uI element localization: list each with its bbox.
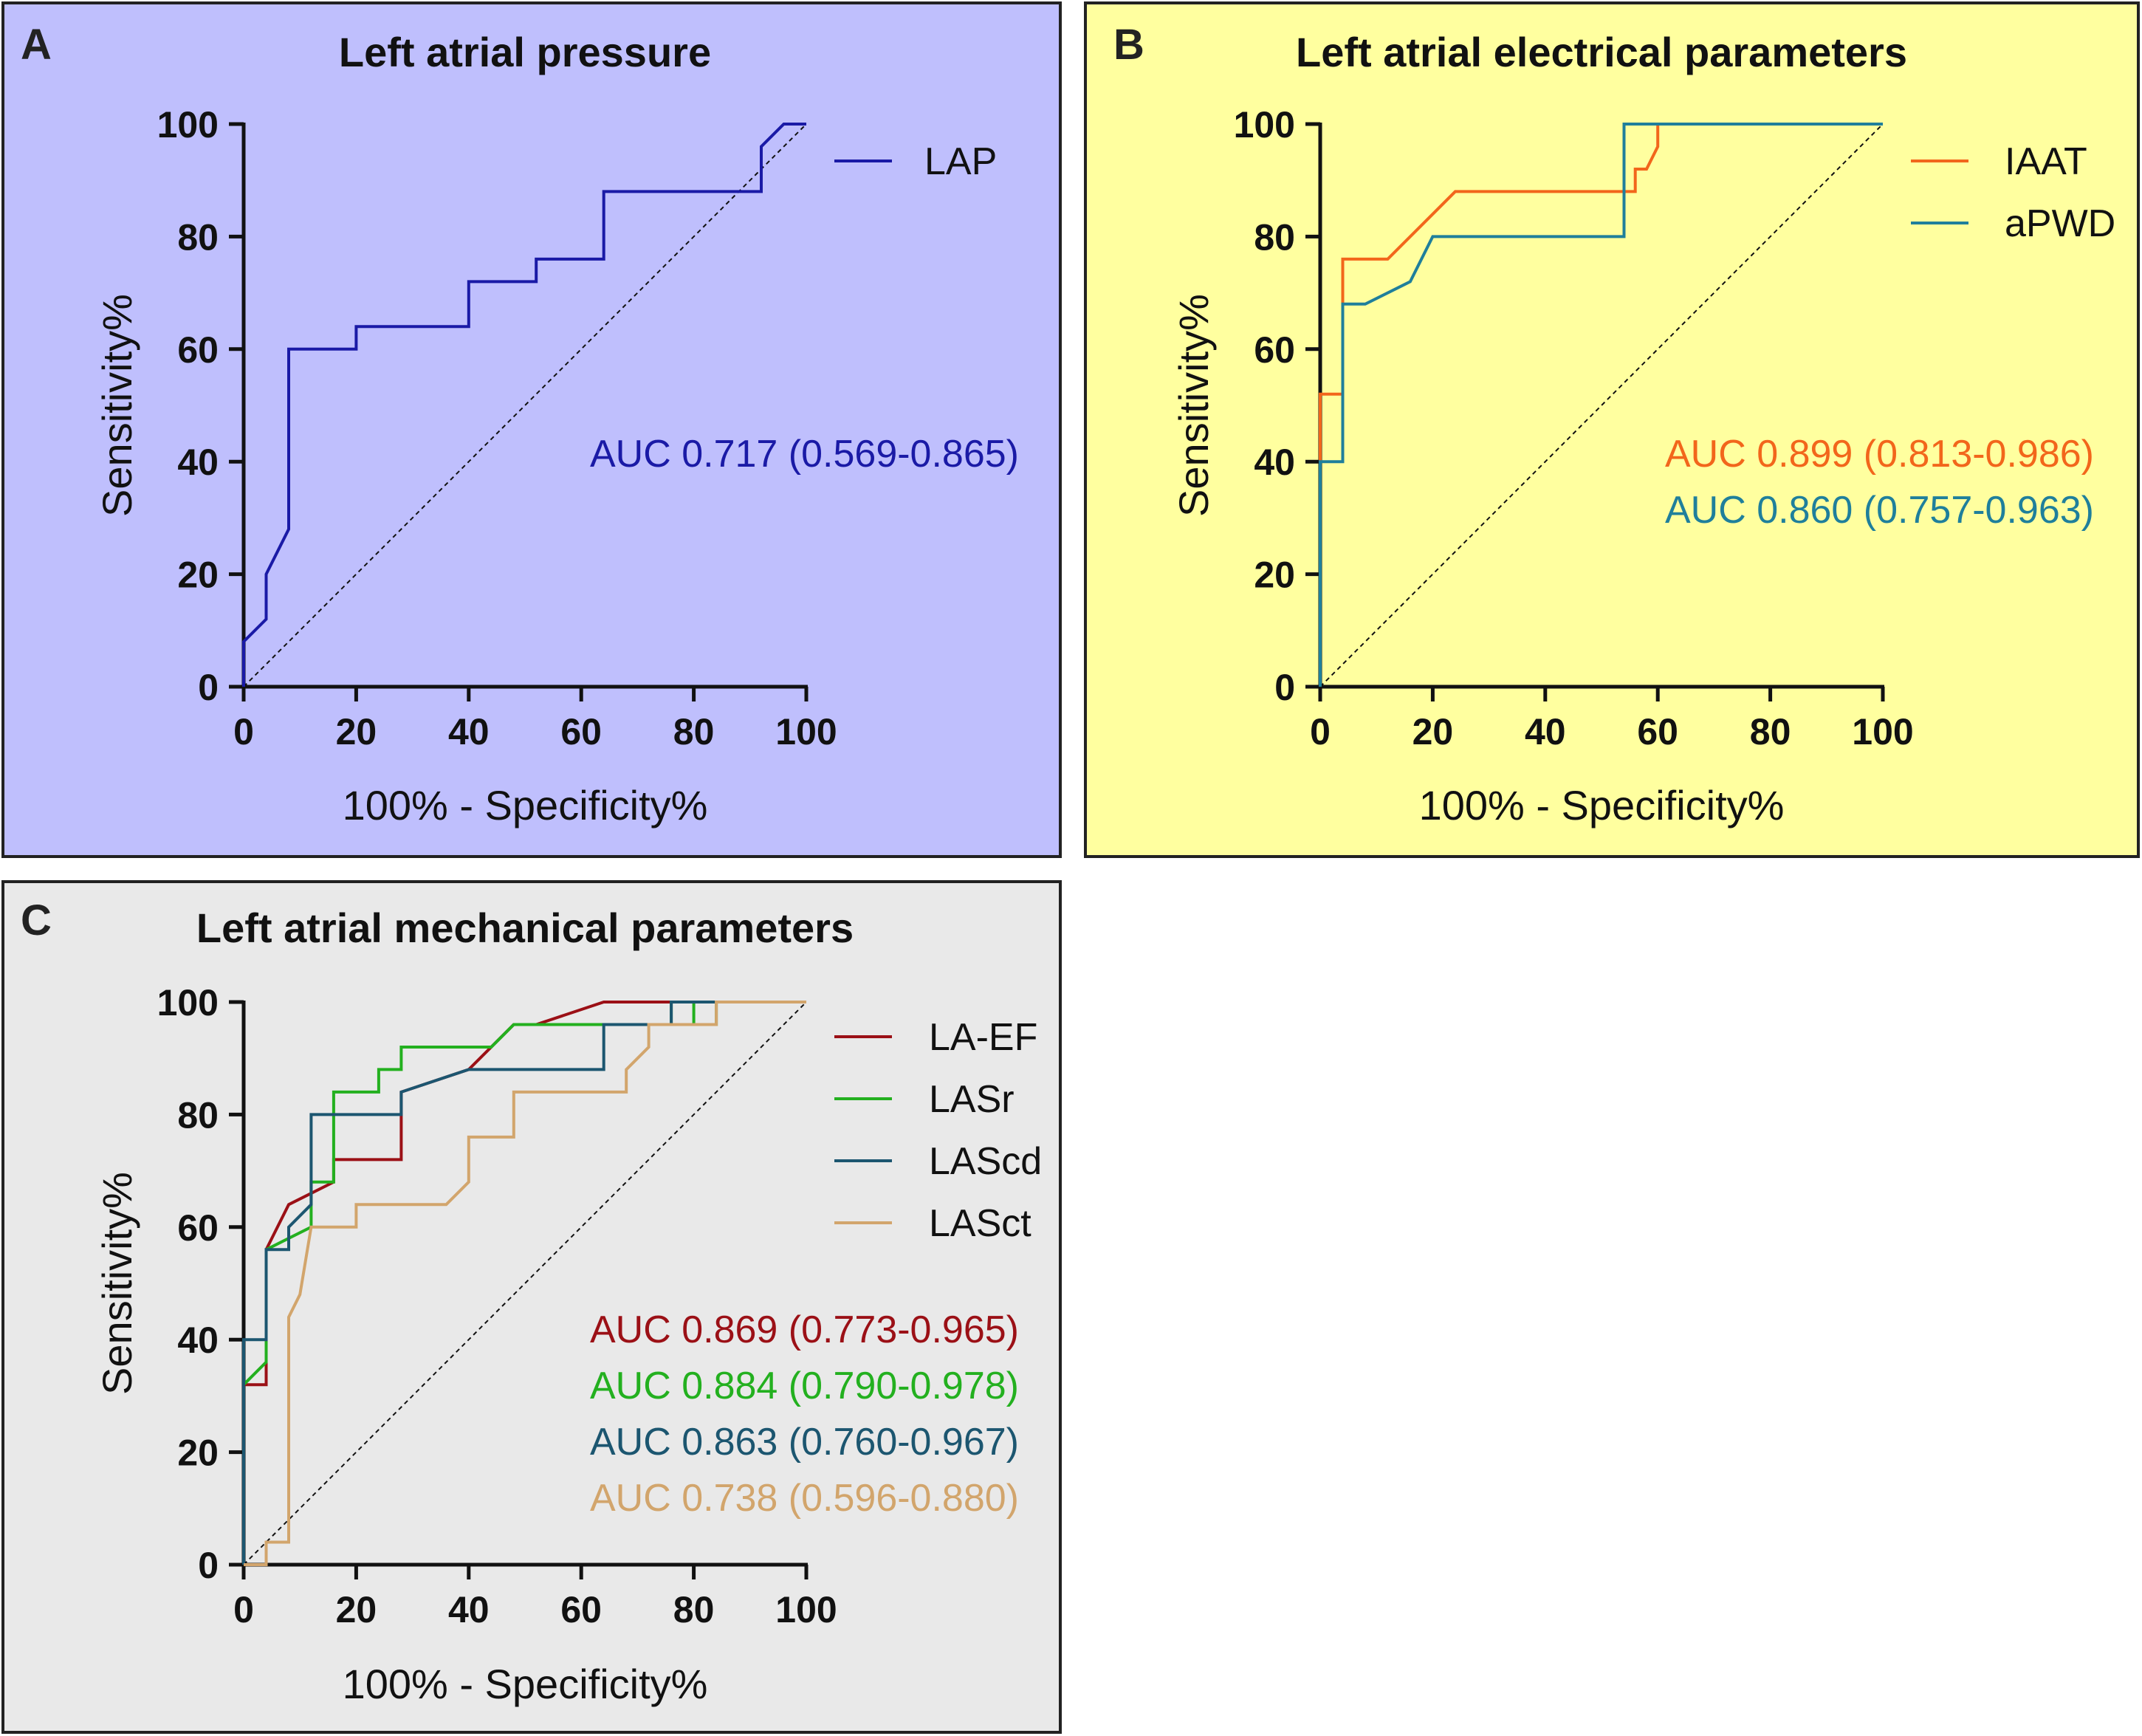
y-tick-label: 20: [177, 555, 219, 596]
y-tick-label: 40: [177, 442, 219, 483]
y-tick-label: 80: [1254, 216, 1295, 258]
y-tick-label: 100: [1234, 104, 1295, 145]
x-axis-label: 100% - Specificity%: [343, 1661, 708, 1707]
y-axis-label: Sensitivity%: [94, 294, 140, 517]
legend-label: aPWD: [2005, 202, 2115, 245]
x-tick-label: 60: [560, 1589, 602, 1630]
x-tick-label: 40: [448, 1589, 490, 1630]
x-tick-label: 20: [336, 1589, 377, 1630]
chart-title: Left atrial mechanical parameters: [196, 905, 854, 951]
roc-curve-lasct: [244, 1001, 806, 1566]
x-tick-label: 80: [1750, 711, 1791, 752]
roc-curve-lasr: [242, 1001, 806, 1565]
y-tick-label: 40: [177, 1320, 219, 1361]
x-tick-label: 20: [1412, 711, 1454, 752]
legend-label: LA-EF: [929, 1016, 1037, 1059]
x-tick-label: 100: [775, 711, 837, 752]
x-tick-label: 100: [775, 1589, 837, 1630]
roc-curve-lascd: [242, 1001, 806, 1565]
y-tick-label: 60: [177, 1207, 219, 1249]
x-tick-label: 100: [1852, 711, 1913, 752]
panel-a: A Left atrial pressure 0 20 40 60 80 100 0 20 40 60…: [1, 1, 1062, 858]
y-tick-label: 0: [198, 1545, 219, 1586]
panel-letter: C: [21, 896, 52, 944]
panel-c: C Left atrial mechanical parameters 0 20 40 6…: [1, 880, 1062, 1734]
y-tick-label: 100: [157, 982, 219, 1023]
panel-background: [1084, 1, 2140, 858]
panel-letter: A: [21, 21, 52, 69]
reference-diagonal-line: [1319, 123, 1884, 687]
y-tick-label: 60: [177, 329, 219, 371]
y-tick-label: 0: [198, 667, 219, 708]
auc-annotation: AUC 0.738 (0.596-0.880): [590, 1477, 1019, 1520]
chart-title: Left atrial electrical parameters: [1296, 29, 1907, 75]
legend-label: LASr: [929, 1078, 1015, 1121]
x-tick-label: 0: [233, 1589, 254, 1630]
panel-b: B Left atrial electrical parameters 0 20 40 6…: [1084, 1, 2140, 858]
x-tick-label: 0: [1310, 711, 1331, 752]
panel-background: [1, 1, 1062, 858]
legend-label: IAAT: [2005, 140, 2087, 183]
auc-annotation: AUC 0.863 (0.760-0.967): [590, 1421, 1019, 1464]
legend-label: LAScd: [929, 1140, 1042, 1183]
y-tick-label: 100: [157, 104, 219, 145]
x-axis-label: 100% - Specificity%: [343, 782, 708, 828]
legend-label: LAP: [924, 140, 997, 183]
roc-curve-apwd: [1319, 123, 1883, 687]
legend-label: LASct: [929, 1202, 1031, 1245]
auc-annotation: AUC 0.860 (0.757-0.963): [1665, 489, 2094, 532]
x-tick-label: 80: [673, 1589, 715, 1630]
x-tick-label: 80: [673, 711, 715, 752]
y-tick-label: 80: [177, 1094, 219, 1136]
auc-annotation: AUC 0.869 (0.773-0.965): [590, 1308, 1019, 1351]
panel-letter: B: [1113, 21, 1144, 69]
y-tick-label: 20: [1254, 555, 1295, 596]
roc-curve-lap: [242, 123, 806, 687]
auc-annotation: AUC 0.899 (0.813-0.986): [1665, 433, 2094, 476]
x-tick-label: 60: [560, 711, 602, 752]
chart-title: Left atrial pressure: [339, 29, 711, 75]
reference-diagonal-line: [243, 123, 807, 687]
x-tick-label: 60: [1637, 711, 1678, 752]
y-axis-label: Sensitivity%: [94, 1172, 140, 1395]
y-axis-label: Sensitivity%: [1170, 294, 1217, 517]
y-tick-label: 0: [1274, 667, 1295, 708]
x-axis-label: 100% - Specificity%: [1419, 782, 1785, 828]
y-tick-label: 20: [177, 1433, 219, 1474]
y-tick-label: 60: [1254, 329, 1295, 371]
x-tick-label: 40: [1525, 711, 1566, 752]
x-tick-label: 40: [448, 711, 490, 752]
x-tick-label: 0: [233, 711, 254, 752]
x-tick-label: 20: [336, 711, 377, 752]
y-tick-label: 80: [177, 216, 219, 258]
y-tick-label: 40: [1254, 442, 1295, 483]
auc-annotation: AUC 0.717 (0.569-0.865): [590, 433, 1019, 476]
auc-annotation: AUC 0.884 (0.790-0.978): [590, 1365, 1019, 1407]
reference-diagonal-line: [243, 1001, 807, 1565]
